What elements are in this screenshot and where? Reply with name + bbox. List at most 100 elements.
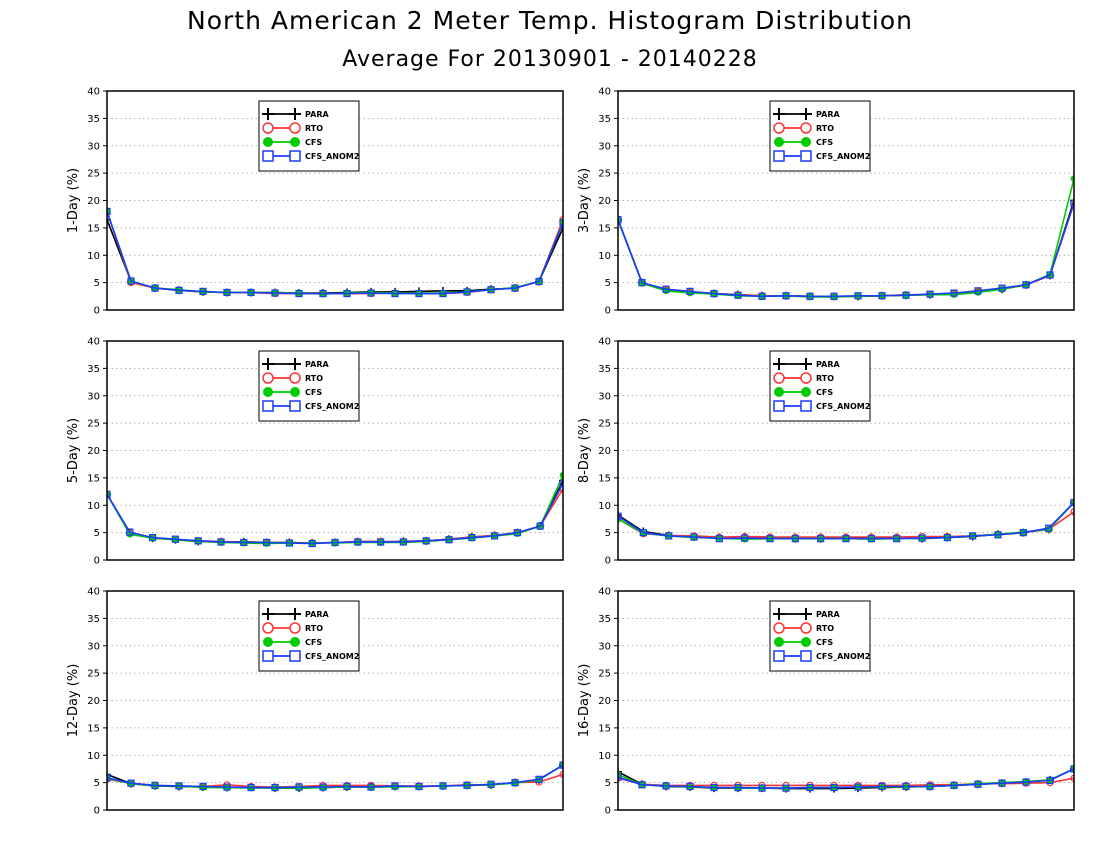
data-point bbox=[1070, 498, 1074, 507]
plot-frame bbox=[617, 90, 1075, 311]
y-tick-label: 35 bbox=[87, 614, 100, 625]
data-point bbox=[1022, 778, 1030, 786]
legend-box bbox=[769, 600, 871, 672]
data-point bbox=[391, 289, 399, 298]
data-point bbox=[559, 218, 563, 226]
data-point bbox=[830, 292, 838, 300]
data-point bbox=[806, 783, 814, 792]
y-tick-label: 15 bbox=[598, 223, 611, 234]
legend-marker bbox=[263, 637, 273, 647]
data-point bbox=[415, 289, 423, 298]
y-tick-label: 10 bbox=[87, 501, 100, 512]
chart-panel: 0 5 10 15 20 25 30 35 40 5-Day (%) PARA RTO CFS CFS_A… bbox=[66, 337, 564, 567]
series-line-cfs_anom2 bbox=[618, 202, 1074, 298]
legend-label: CFS bbox=[305, 138, 322, 147]
plot-frame bbox=[617, 590, 1075, 811]
y-tick-label: 0 bbox=[94, 556, 100, 567]
legend-marker bbox=[262, 622, 274, 634]
data-point bbox=[918, 534, 926, 542]
legend-marker bbox=[289, 400, 301, 412]
series-line-cfs bbox=[618, 178, 1074, 298]
y-tick-label: 40 bbox=[87, 587, 100, 598]
data-point bbox=[1046, 776, 1054, 785]
data-point bbox=[1022, 281, 1030, 289]
data-point bbox=[399, 538, 407, 546]
data-point bbox=[1019, 529, 1027, 537]
data-point bbox=[559, 770, 563, 779]
data-point bbox=[439, 289, 447, 298]
y-tick-label: 0 bbox=[605, 806, 611, 817]
y-tick-label: 10 bbox=[87, 251, 100, 262]
legend-marker bbox=[774, 637, 784, 647]
y-tick-label: 0 bbox=[605, 306, 611, 317]
y-tick-label: 20 bbox=[598, 696, 611, 707]
data-point bbox=[240, 538, 248, 547]
y-tick-label: 40 bbox=[598, 587, 611, 598]
data-point bbox=[854, 292, 862, 300]
legend-marker bbox=[773, 400, 785, 412]
data-point bbox=[445, 536, 453, 544]
legend-marker bbox=[774, 137, 784, 147]
y-axis-label: 8-Day (%) bbox=[577, 418, 592, 483]
y-tick-label: 5 bbox=[605, 528, 611, 539]
legend-marker bbox=[773, 150, 785, 162]
data-point bbox=[710, 289, 718, 298]
data-point bbox=[974, 287, 982, 295]
y-tick-label: 40 bbox=[87, 87, 100, 98]
data-point bbox=[638, 781, 646, 789]
data-point bbox=[559, 761, 563, 769]
legend-box bbox=[769, 350, 871, 422]
y-tick-label: 30 bbox=[87, 141, 100, 152]
legend-label: RTO bbox=[816, 124, 834, 133]
data-point bbox=[686, 287, 694, 295]
y-tick-label: 35 bbox=[87, 364, 100, 375]
data-point bbox=[758, 784, 766, 792]
data-point bbox=[535, 277, 543, 286]
legend-label: CFS bbox=[305, 388, 322, 397]
y-tick-label: 0 bbox=[94, 306, 100, 317]
y-tick-label: 40 bbox=[598, 337, 611, 348]
y-tick-label: 35 bbox=[87, 114, 100, 125]
y-tick-label: 5 bbox=[94, 278, 100, 289]
legend-marker bbox=[290, 137, 300, 147]
data-point bbox=[126, 528, 134, 536]
data-point bbox=[491, 532, 499, 540]
series-line-cfs_anom2 bbox=[618, 768, 1074, 789]
data-point bbox=[468, 533, 476, 542]
y-tick-label: 20 bbox=[598, 196, 611, 207]
data-point bbox=[690, 533, 698, 541]
legend-marker bbox=[801, 137, 811, 147]
legend-marker bbox=[773, 358, 785, 370]
data-point bbox=[741, 534, 749, 542]
legend: PARA RTO CFS CFS_ANOM2 bbox=[258, 600, 360, 672]
data-point bbox=[842, 535, 850, 543]
legend-box bbox=[258, 100, 360, 172]
legend-marker bbox=[773, 650, 785, 662]
legend-label: CFS_ANOM2 bbox=[305, 152, 359, 161]
y-axis-label: 3-Day (%) bbox=[577, 168, 592, 233]
data-point bbox=[998, 779, 1006, 787]
y-tick-label: 25 bbox=[87, 669, 100, 680]
series-line-cfs_anom2 bbox=[107, 764, 563, 789]
data-point bbox=[535, 775, 543, 783]
data-point bbox=[463, 288, 471, 296]
y-tick-label: 25 bbox=[598, 669, 611, 680]
data-point bbox=[247, 288, 255, 297]
data-point bbox=[854, 783, 862, 791]
data-point bbox=[878, 782, 886, 791]
data-point bbox=[422, 537, 430, 545]
data-point bbox=[893, 535, 901, 543]
series-group bbox=[107, 471, 563, 548]
y-tick-label: 20 bbox=[87, 696, 100, 707]
y-tick-label: 10 bbox=[598, 251, 611, 262]
y-tick-label: 30 bbox=[87, 391, 100, 402]
y-tick-label: 5 bbox=[94, 778, 100, 789]
chart-title: North American 2 Meter Temp. Histogram D… bbox=[187, 6, 913, 35]
legend-marker bbox=[800, 372, 812, 384]
data-point bbox=[175, 782, 183, 790]
legend-marker bbox=[801, 637, 811, 647]
data-point bbox=[295, 783, 303, 791]
data-point bbox=[791, 535, 799, 543]
legend-marker bbox=[289, 150, 301, 162]
y-tick-label: 35 bbox=[598, 364, 611, 375]
